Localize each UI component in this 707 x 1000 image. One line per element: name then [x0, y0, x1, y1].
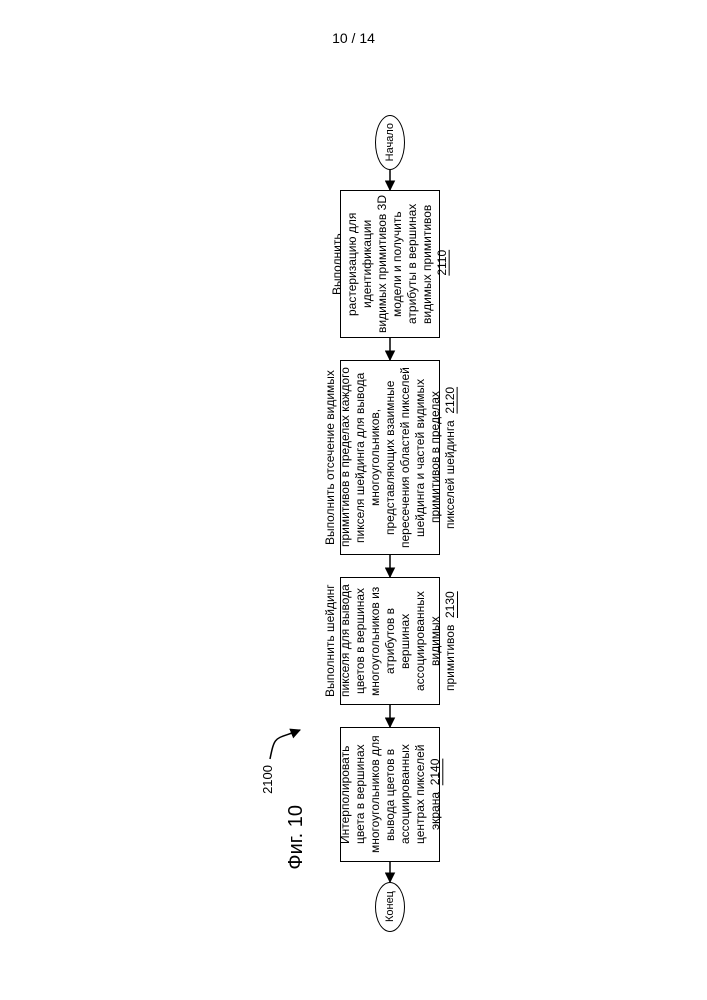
step-2120-ref: 2120: [443, 386, 457, 413]
step-2140-ref: 2140: [428, 759, 442, 786]
flowchart: Начало Выполнить растеризацию для иденти…: [230, 115, 480, 885]
terminal-start: Начало: [375, 115, 405, 170]
step-2140-text: Интерполировать цвета в вершинах многоуг…: [334, 728, 447, 861]
figure-callout: 2100: [260, 765, 275, 794]
step-2120: Выполнить отсечение видимых примитивов в…: [340, 360, 440, 555]
step-2110-body: Выполнить растеризацию для идентификации…: [330, 195, 434, 333]
step-2130-body: Выполнить шейдинг пикселя для вывода цве…: [323, 585, 457, 698]
terminal-end-label: Конец: [384, 891, 396, 922]
terminal-end: Конец: [375, 882, 405, 932]
step-2110: Выполнить растеризацию для идентификации…: [340, 190, 440, 338]
step-2120-text: Выполнить отсечение видимых примитивов в…: [319, 361, 462, 554]
step-2110-text: Выполнить растеризацию для идентификации…: [326, 191, 454, 337]
step-2120-body: Выполнить отсечение видимых примитивов в…: [323, 367, 457, 548]
step-2110-ref: 2110: [435, 249, 449, 275]
step-2130-ref: 2130: [443, 591, 457, 618]
page-number: 10 / 14: [332, 30, 375, 46]
step-2140-body: Интерполировать цвета в вершинах многоуг…: [338, 736, 442, 854]
step-2130-text: Выполнить шейдинг пикселя для вывода цве…: [319, 578, 462, 704]
step-2140: Интерполировать цвета в вершинах многоуг…: [340, 727, 440, 862]
step-2130: Выполнить шейдинг пикселя для вывода цве…: [340, 577, 440, 705]
terminal-start-label: Начало: [384, 123, 396, 161]
figure-caption: Фиг. 10: [285, 805, 308, 870]
